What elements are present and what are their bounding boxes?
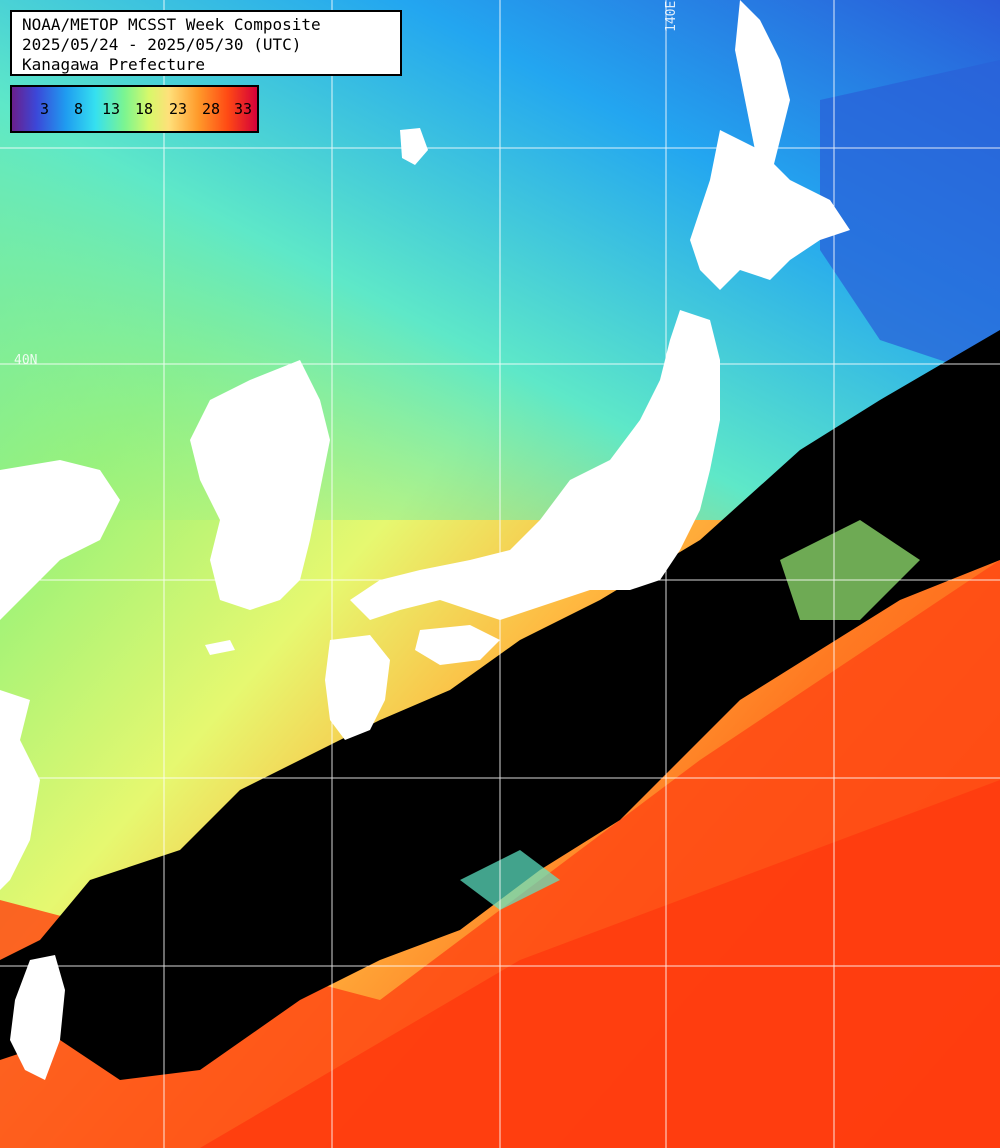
- land-island-north: [400, 128, 428, 165]
- map-title: NOAA/METOP MCSST Week Composite: [22, 15, 321, 34]
- colorbar-tick: 3: [40, 100, 50, 118]
- colorbar-tick: 23: [169, 100, 188, 118]
- land-kyushu: [325, 635, 390, 740]
- land-shikoku: [415, 625, 500, 665]
- land-taiwan: [10, 955, 65, 1080]
- warm-sea-south-deep: [200, 780, 1000, 1148]
- land-hokkaido: [690, 130, 850, 290]
- colorbar-tick: 13: [102, 100, 121, 118]
- temperature-colorbar: 3 8 13 18 23 28 33: [10, 85, 259, 133]
- land-honshu: [350, 310, 720, 620]
- colorbar-tick: 8: [74, 100, 84, 118]
- title-box: NOAA/METOP MCSST Week Composite 2025/05/…: [10, 10, 402, 76]
- latitude-label: 40N: [14, 353, 38, 368]
- land-island-jeju: [205, 640, 235, 655]
- longitude-label: 140E: [664, 0, 679, 32]
- land-northwest-korea-peninsula: [190, 360, 330, 610]
- region-name: Kanagawa Prefecture: [22, 55, 206, 74]
- date-range: 2025/05/24 - 2025/05/30 (UTC): [22, 35, 302, 54]
- land-sakhalin: [735, 0, 790, 180]
- colorbar-tick: 18: [135, 100, 154, 118]
- colorbar-tick: 28: [202, 100, 221, 118]
- cloud-band-gap-2: [460, 850, 560, 910]
- cloud-band-gap: [780, 520, 920, 620]
- land-china-east: [0, 690, 40, 890]
- colorbar-tick: 33: [234, 100, 253, 118]
- cold-sea-ne: [820, 60, 1000, 380]
